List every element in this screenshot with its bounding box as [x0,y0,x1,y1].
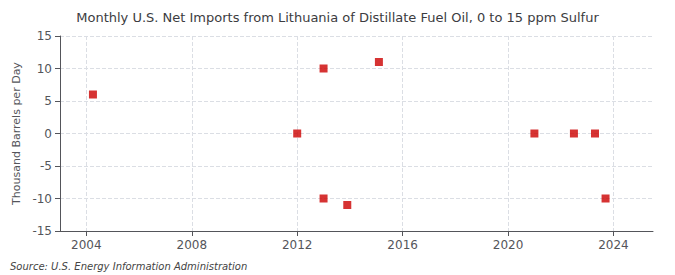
svg-text:0: 0 [44,127,52,141]
svg-text:2012: 2012 [282,238,313,252]
svg-text:Source: U.S. Energy Informatio: Source: U.S. Energy Information Administ… [10,261,247,272]
svg-text:2024: 2024 [598,238,629,252]
svg-text:Monthly U.S. Net Imports from: Monthly U.S. Net Imports from Lithuania … [76,10,599,25]
svg-text:15: 15 [37,29,52,43]
svg-text:2008: 2008 [177,238,208,252]
svg-text:2016: 2016 [387,238,418,252]
svg-text:-15: -15 [32,224,52,238]
svg-text:5: 5 [44,94,52,108]
svg-text:10: 10 [37,62,52,76]
svg-text:-5: -5 [40,159,52,173]
svg-text:-10: -10 [32,192,52,206]
svg-text:2004: 2004 [71,238,102,252]
svg-text:2020: 2020 [493,238,524,252]
svg-text:Thousand Barrels per Day: Thousand Barrels per Day [10,62,23,206]
